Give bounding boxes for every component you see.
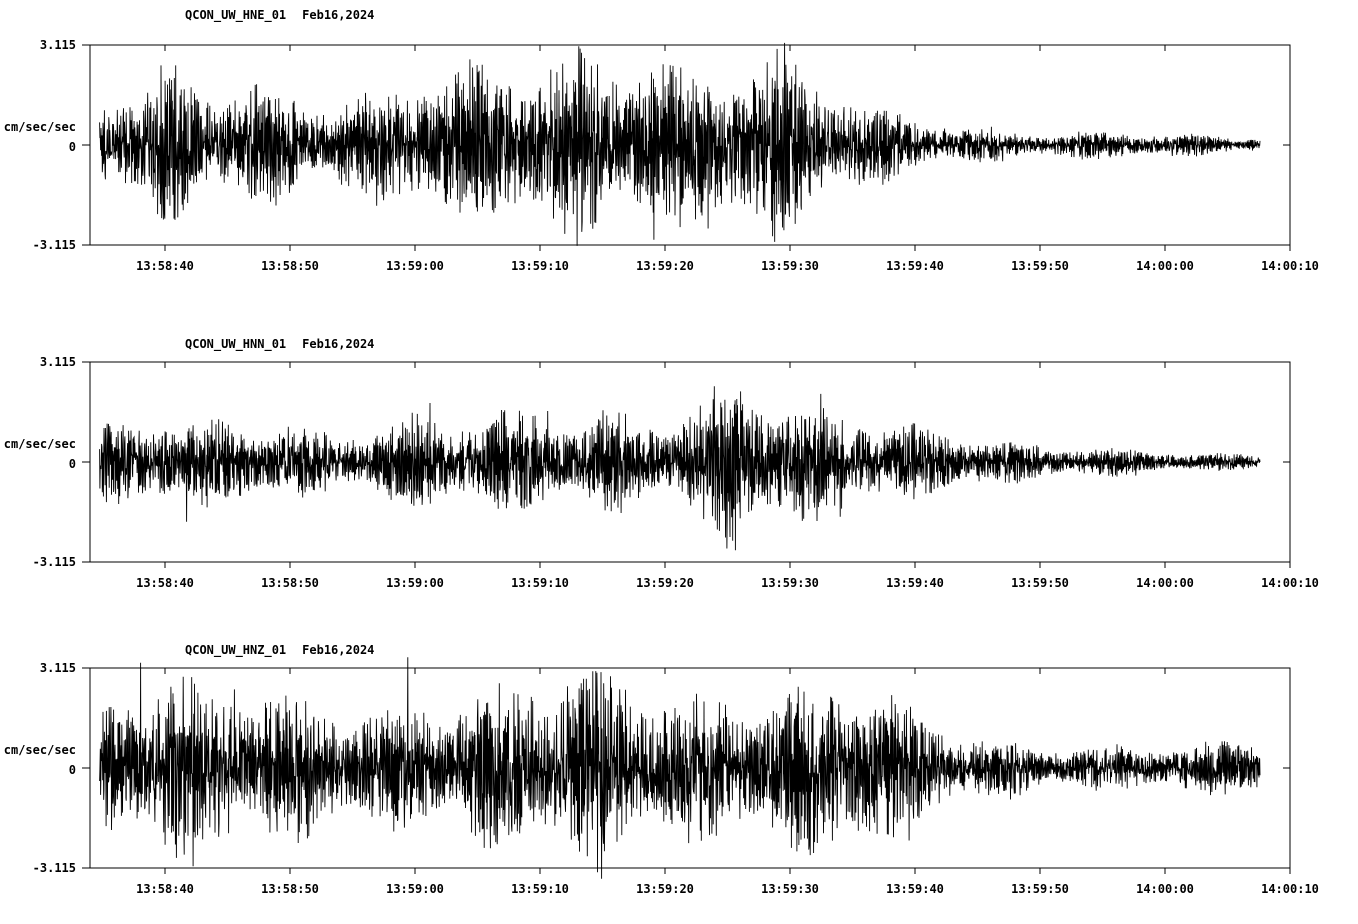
station-code: QCON_UW_HNE_01 bbox=[185, 8, 287, 22]
y-axis-min-label: -3.115 bbox=[32, 555, 76, 569]
x-tick-label: 13:59:40 bbox=[886, 882, 944, 896]
seismogram-panel-hnn: QCON_UW_HNN_01 Feb16,2024 3.115 cm/sec/se… bbox=[0, 317, 1358, 617]
x-axis-labels: 13:58:40 13:58:50 13:59:00 13:59:10 13:59:20… bbox=[0, 259, 1358, 275]
x-tick-label: 14:00:00 bbox=[1136, 576, 1194, 590]
x-tick-label: 13:58:40 bbox=[136, 259, 194, 273]
x-tick-label: 13:59:10 bbox=[511, 882, 569, 896]
x-tick-label: 14:00:10 bbox=[1261, 882, 1319, 896]
y-axis-unit-label: cm/sec/sec bbox=[3, 120, 76, 134]
x-tick-label: 13:59:00 bbox=[386, 882, 444, 896]
x-tick-label: 14:00:00 bbox=[1136, 882, 1194, 896]
x-tick-label: 13:59:00 bbox=[386, 259, 444, 273]
x-tick-label: 13:59:20 bbox=[636, 882, 694, 896]
y-axis-max-label: 3.115 bbox=[39, 355, 76, 369]
record-date: Feb16,2024 bbox=[302, 337, 375, 351]
y-axis-max-label: 3.115 bbox=[39, 38, 76, 52]
x-tick-label: 13:58:50 bbox=[261, 259, 319, 273]
x-tick-label: 14:00:00 bbox=[1136, 259, 1194, 273]
x-axis-labels: 13:58:40 13:58:50 13:59:00 13:59:10 13:59:20… bbox=[0, 576, 1358, 592]
y-axis-max-label: 3.115 bbox=[39, 661, 76, 675]
panel-title: QCON_UW_HNZ_01 Feb16,2024 bbox=[185, 643, 374, 657]
x-tick-label: 13:59:20 bbox=[636, 576, 694, 590]
y-axis-zero-label: 0 bbox=[68, 763, 76, 777]
x-tick-label: 13:59:30 bbox=[761, 882, 819, 896]
x-tick-label: 14:00:10 bbox=[1261, 259, 1319, 273]
record-date: Feb16,2024 bbox=[302, 643, 375, 657]
x-tick-label: 13:59:50 bbox=[1011, 882, 1069, 896]
waveform-plot-hne bbox=[82, 42, 1291, 251]
station-code: QCON_UW_HNZ_01 bbox=[185, 643, 287, 657]
waveform-plot-hnz bbox=[82, 657, 1291, 879]
x-tick-label: 13:59:30 bbox=[761, 576, 819, 590]
x-tick-label: 13:59:50 bbox=[1011, 576, 1069, 590]
panel-title: QCON_UW_HNN_01 Feb16,2024 bbox=[185, 337, 374, 351]
x-tick-label: 13:58:50 bbox=[261, 576, 319, 590]
x-tick-label: 13:58:40 bbox=[136, 882, 194, 896]
y-axis-min-label: -3.115 bbox=[32, 861, 76, 875]
x-tick-label: 13:59:40 bbox=[886, 259, 944, 273]
y-axis-zero-label: 0 bbox=[68, 457, 76, 471]
x-tick-label: 13:59:10 bbox=[511, 259, 569, 273]
x-tick-label: 13:58:50 bbox=[261, 882, 319, 896]
x-tick-label: 13:59:50 bbox=[1011, 259, 1069, 273]
y-axis-unit-label: cm/sec/sec bbox=[3, 437, 76, 451]
waveform-plot-hnn bbox=[82, 361, 1291, 568]
x-tick-label: 13:59:10 bbox=[511, 576, 569, 590]
y-axis-min-label: -3.115 bbox=[32, 238, 76, 252]
x-tick-label: 14:00:10 bbox=[1261, 576, 1319, 590]
seismogram-panel-hne: QCON_UW_HNE_01 Feb16,2024 3.115 cm/sec/se… bbox=[0, 0, 1358, 300]
x-tick-label: 13:59:20 bbox=[636, 259, 694, 273]
panel-title: QCON_UW_HNE_01 Feb16,2024 bbox=[185, 8, 374, 22]
x-tick-label: 13:58:40 bbox=[136, 576, 194, 590]
x-tick-label: 13:59:00 bbox=[386, 576, 444, 590]
x-tick-label: 13:59:40 bbox=[886, 576, 944, 590]
x-axis-labels: 13:58:40 13:58:50 13:59:00 13:59:10 13:59:20… bbox=[0, 882, 1358, 898]
y-axis-zero-label: 0 bbox=[68, 140, 76, 154]
y-axis-unit-label: cm/sec/sec bbox=[3, 743, 76, 757]
seismogram-panel-hnz: QCON_UW_HNZ_01 Feb16,2024 3.115 cm/sec/se… bbox=[0, 623, 1358, 923]
x-tick-label: 13:59:30 bbox=[761, 259, 819, 273]
station-code: QCON_UW_HNN_01 bbox=[185, 337, 287, 351]
record-date: Feb16,2024 bbox=[302, 8, 375, 22]
